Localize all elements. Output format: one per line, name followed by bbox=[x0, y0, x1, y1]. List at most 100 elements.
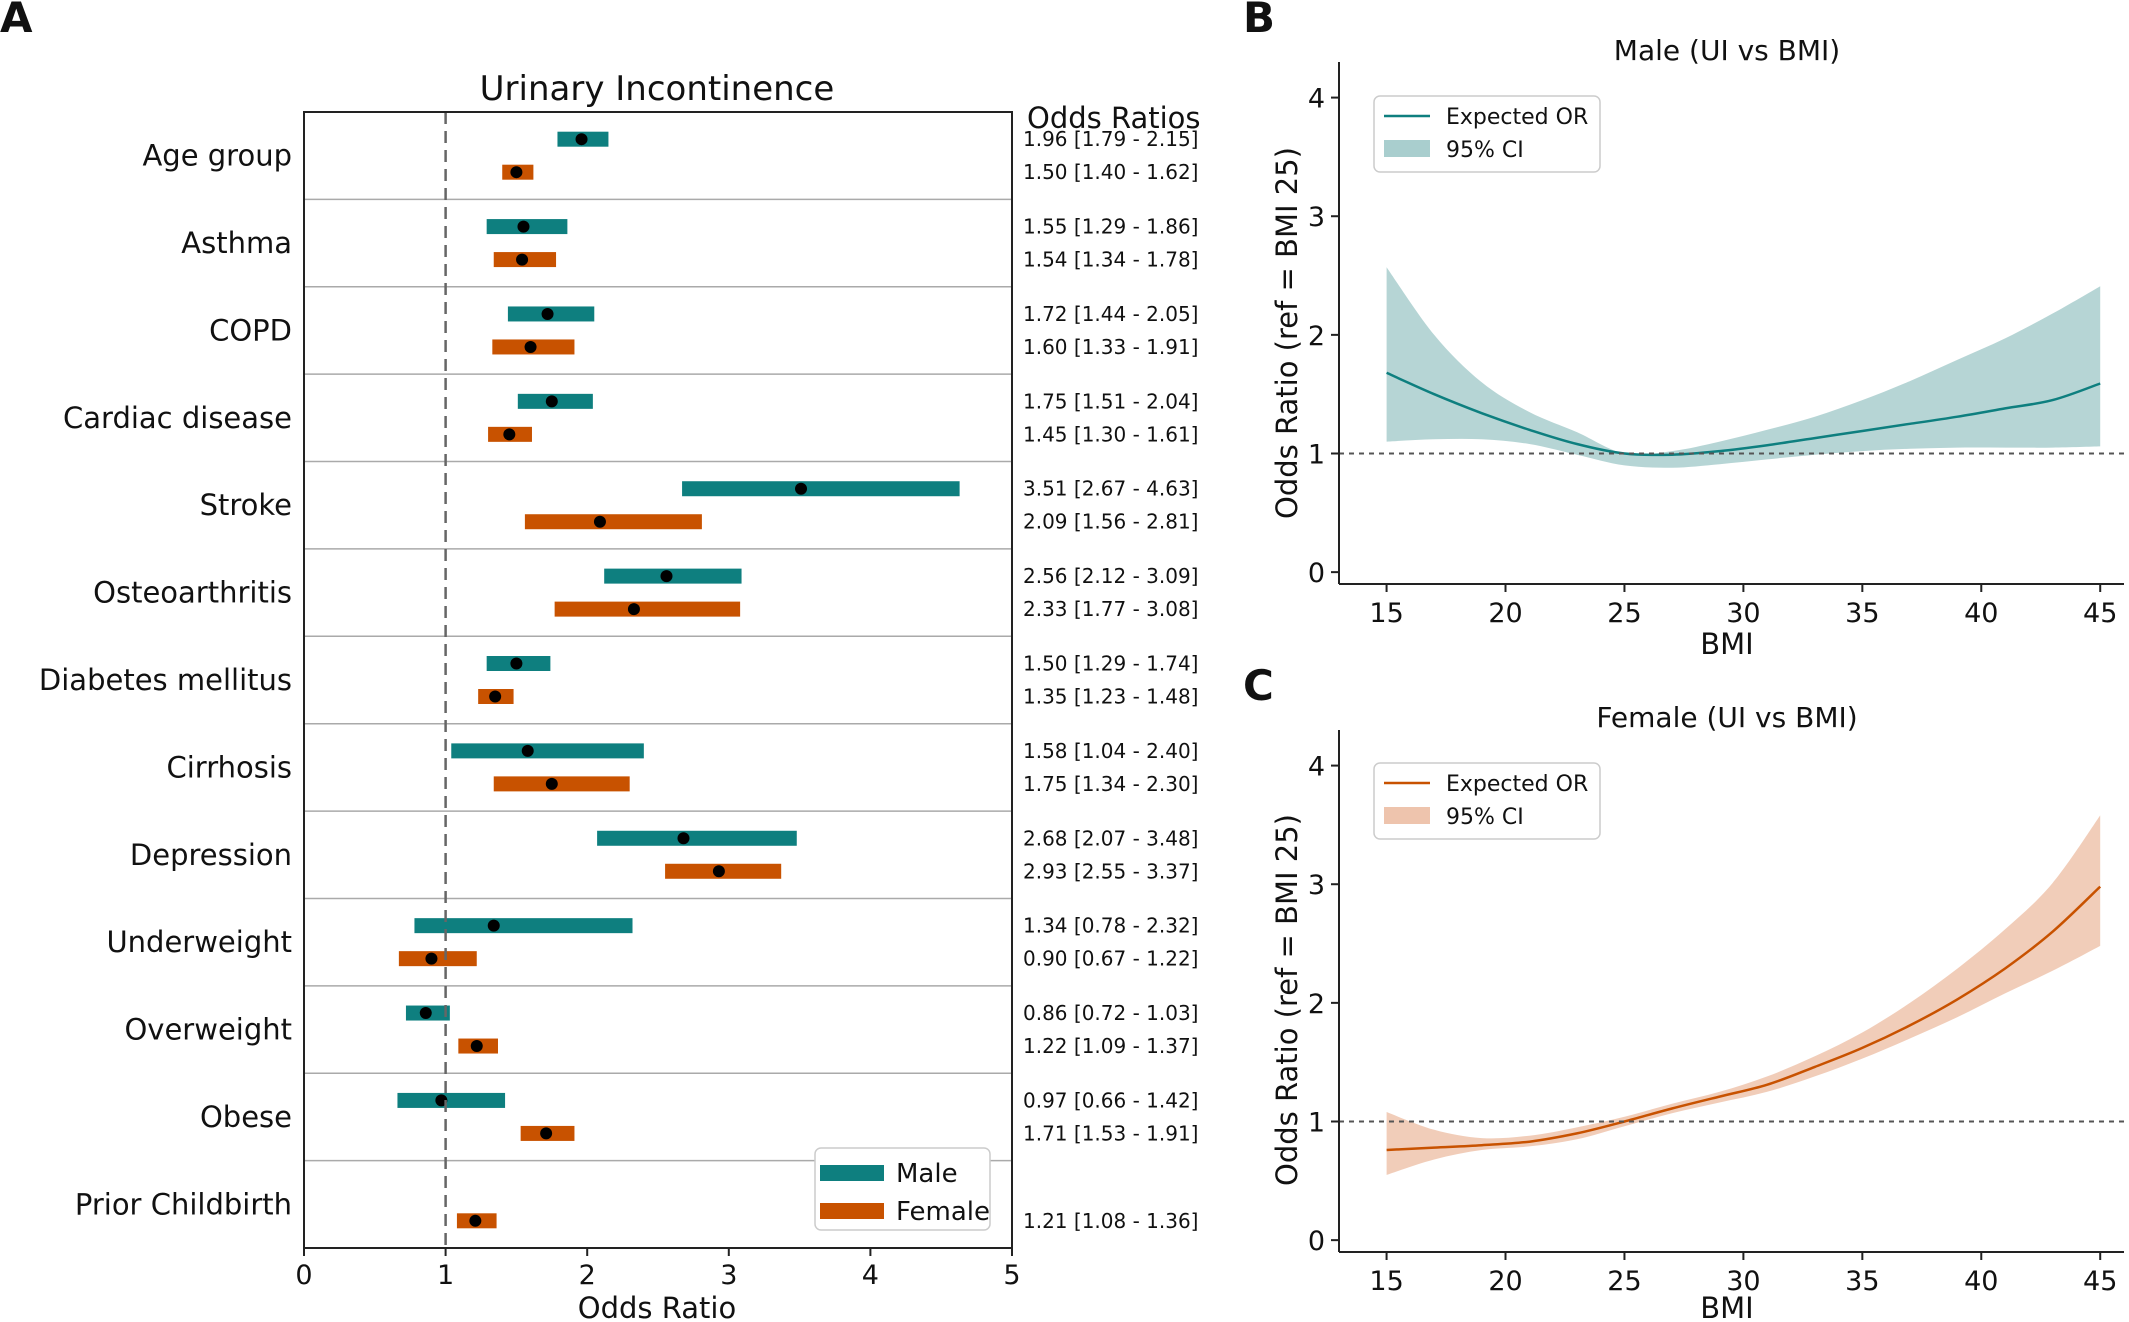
odds-ratios-header: Odds Ratios bbox=[1027, 101, 1201, 135]
female-ci-bar bbox=[493, 776, 630, 792]
male-or-text: 0.97 [0.66 - 1.42] bbox=[1023, 1088, 1199, 1112]
female-point bbox=[545, 777, 558, 790]
male-x-axis-label: BMI bbox=[1700, 627, 1753, 661]
male-ci-bar bbox=[451, 743, 644, 759]
x-tick-label: 2 bbox=[579, 1260, 596, 1291]
male-bmi-chart: Male (UI vs BMI) 15 20 25 30 35 40 45 0 1 2 3 4 BM… bbox=[1270, 34, 2124, 661]
x-tick-label: 40 bbox=[1964, 598, 1998, 629]
x-tick-label: 25 bbox=[1607, 1266, 1641, 1297]
category-label: Asthma bbox=[181, 226, 292, 260]
female-or-text: 0.90 [0.67 - 1.22] bbox=[1023, 947, 1199, 971]
x-tick-label: 35 bbox=[1845, 598, 1879, 629]
category-label: Prior Childbirth bbox=[75, 1187, 292, 1221]
panel-letter-b: B bbox=[1243, 0, 1275, 42]
forest-legend: Male Female bbox=[814, 1147, 991, 1231]
male-point bbox=[545, 395, 558, 408]
x-tick-label: 20 bbox=[1488, 598, 1522, 629]
female-ci-band bbox=[1386, 815, 2101, 1175]
y-tick-label: 2 bbox=[1308, 321, 1325, 352]
x-tick-label: 25 bbox=[1607, 598, 1641, 629]
male-legend-box bbox=[1373, 95, 1601, 173]
male-or-text: 1.58 [1.04 - 2.40] bbox=[1023, 739, 1199, 763]
female-y-ticks: 0 1 2 3 4 bbox=[1308, 752, 1339, 1257]
male-legend: Expected OR 95% CI bbox=[1373, 95, 1601, 173]
category-label: Underweight bbox=[106, 925, 292, 959]
female-or-text: 1.22 [1.09 - 1.37] bbox=[1023, 1034, 1199, 1058]
male-or-text: 0.86 [0.72 - 1.03] bbox=[1023, 1001, 1199, 1025]
x-tick-label: 30 bbox=[1726, 1266, 1760, 1297]
female-point bbox=[627, 603, 640, 616]
y-tick-label: 4 bbox=[1308, 84, 1325, 115]
female-or-text: 1.71 [1.53 - 1.91] bbox=[1023, 1121, 1199, 1145]
female-point bbox=[470, 1040, 483, 1053]
x-tick-label: 15 bbox=[1369, 1266, 1403, 1297]
female-point bbox=[510, 166, 523, 179]
male-or-text: 1.75 [1.51 - 2.04] bbox=[1023, 389, 1199, 413]
forest-odds-ratio-texts: 1.96 [1.79 - 2.15] 1.50 [1.40 - 1.62] 1.55… bbox=[1023, 127, 1199, 1233]
legend-male-label: Male bbox=[896, 1159, 958, 1189]
male-x-ticks: 15 20 25 30 35 40 45 bbox=[1369, 584, 2117, 629]
female-or-text: 1.45 [1.30 - 1.61] bbox=[1023, 422, 1199, 446]
category-label: Cardiac disease bbox=[63, 401, 292, 435]
male-or-text: 1.55 [1.29 - 1.86] bbox=[1023, 215, 1199, 239]
male-point bbox=[517, 220, 530, 233]
category-label: COPD bbox=[209, 313, 292, 347]
female-or-text: 1.60 [1.33 - 1.91] bbox=[1023, 335, 1199, 359]
x-tick-label: 5 bbox=[1003, 1260, 1020, 1291]
male-point bbox=[795, 482, 808, 495]
y-tick-label: 0 bbox=[1308, 558, 1325, 589]
male-legend-band-label: 95% CI bbox=[1446, 138, 1524, 163]
male-point bbox=[510, 657, 523, 670]
female-point bbox=[540, 1127, 553, 1140]
female-legend-line-label: Expected OR bbox=[1446, 772, 1588, 797]
male-point bbox=[419, 1007, 432, 1020]
female-bmi-chart: Female (UI vs BMI) 15 20 25 30 35 40 45 01234 … bbox=[1270, 701, 2124, 1322]
y-tick-label: 4 bbox=[1308, 752, 1325, 783]
male-point bbox=[660, 570, 673, 583]
legend-male-swatch bbox=[820, 1165, 884, 1181]
female-point bbox=[469, 1214, 482, 1227]
forest-axes-frame bbox=[303, 111, 1013, 1249]
female-or-text: 1.50 [1.40 - 1.62] bbox=[1023, 160, 1199, 184]
female-legend-band-swatch bbox=[1384, 807, 1430, 824]
forest-plot: Urinary Incontinence Odds Ratios Odds Ra… bbox=[39, 69, 1201, 1322]
male-or-text: 1.72 [1.44 - 2.05] bbox=[1023, 302, 1199, 326]
female-point bbox=[489, 690, 502, 703]
x-tick-label: 15 bbox=[1369, 598, 1403, 629]
female-or-text: 1.35 [1.23 - 1.48] bbox=[1023, 685, 1199, 709]
forest-x-ticks: 0 1 2 3 4 5 bbox=[295, 1248, 1021, 1291]
category-label: Cirrhosis bbox=[166, 750, 292, 784]
male-axes bbox=[1338, 62, 2124, 585]
female-chart-title: Female (UI vs BMI) bbox=[1596, 701, 1857, 734]
female-or-text: 1.54 [1.34 - 1.78] bbox=[1023, 248, 1199, 272]
male-or-text: 1.34 [0.78 - 2.32] bbox=[1023, 914, 1199, 938]
female-y-axis-label: Odds Ratio (ref = BMI 25) bbox=[1270, 814, 1304, 1186]
y-tick-label: 1 bbox=[1308, 1108, 1325, 1139]
x-tick-label: 20 bbox=[1488, 1266, 1522, 1297]
x-tick-label: 35 bbox=[1845, 1266, 1879, 1297]
male-y-ticks: 0 1 2 3 4 bbox=[1308, 84, 1339, 589]
x-tick-label: 1 bbox=[437, 1260, 454, 1291]
male-or-text: 1.96 [1.79 - 2.15] bbox=[1023, 127, 1199, 151]
x-tick-label: 0 bbox=[295, 1260, 312, 1291]
y-tick-label: 1 bbox=[1308, 440, 1325, 471]
male-ci-bar bbox=[414, 918, 633, 934]
male-point bbox=[521, 744, 534, 757]
legend-female-swatch bbox=[820, 1203, 884, 1219]
category-label: Age group bbox=[142, 139, 292, 173]
panel-letter-a: A bbox=[0, 0, 33, 42]
x-tick-label: 45 bbox=[2083, 1266, 2117, 1297]
male-point bbox=[487, 919, 500, 932]
female-ci-bar bbox=[554, 601, 741, 617]
male-chart-title: Male (UI vs BMI) bbox=[1614, 34, 1840, 67]
category-label: Stroke bbox=[200, 488, 292, 522]
panel-letter-c: C bbox=[1243, 661, 1274, 710]
x-tick-label: 45 bbox=[2083, 598, 2117, 629]
female-x-ticks: 15 20 25 30 35 40 45 bbox=[1369, 1252, 2117, 1297]
y-tick-label: 3 bbox=[1308, 202, 1325, 233]
female-axes bbox=[1338, 730, 2124, 1253]
male-ci-bar bbox=[597, 830, 797, 846]
female-ci-bar bbox=[398, 951, 477, 967]
female-legend: Expected OR 95% CI bbox=[1373, 762, 1601, 840]
